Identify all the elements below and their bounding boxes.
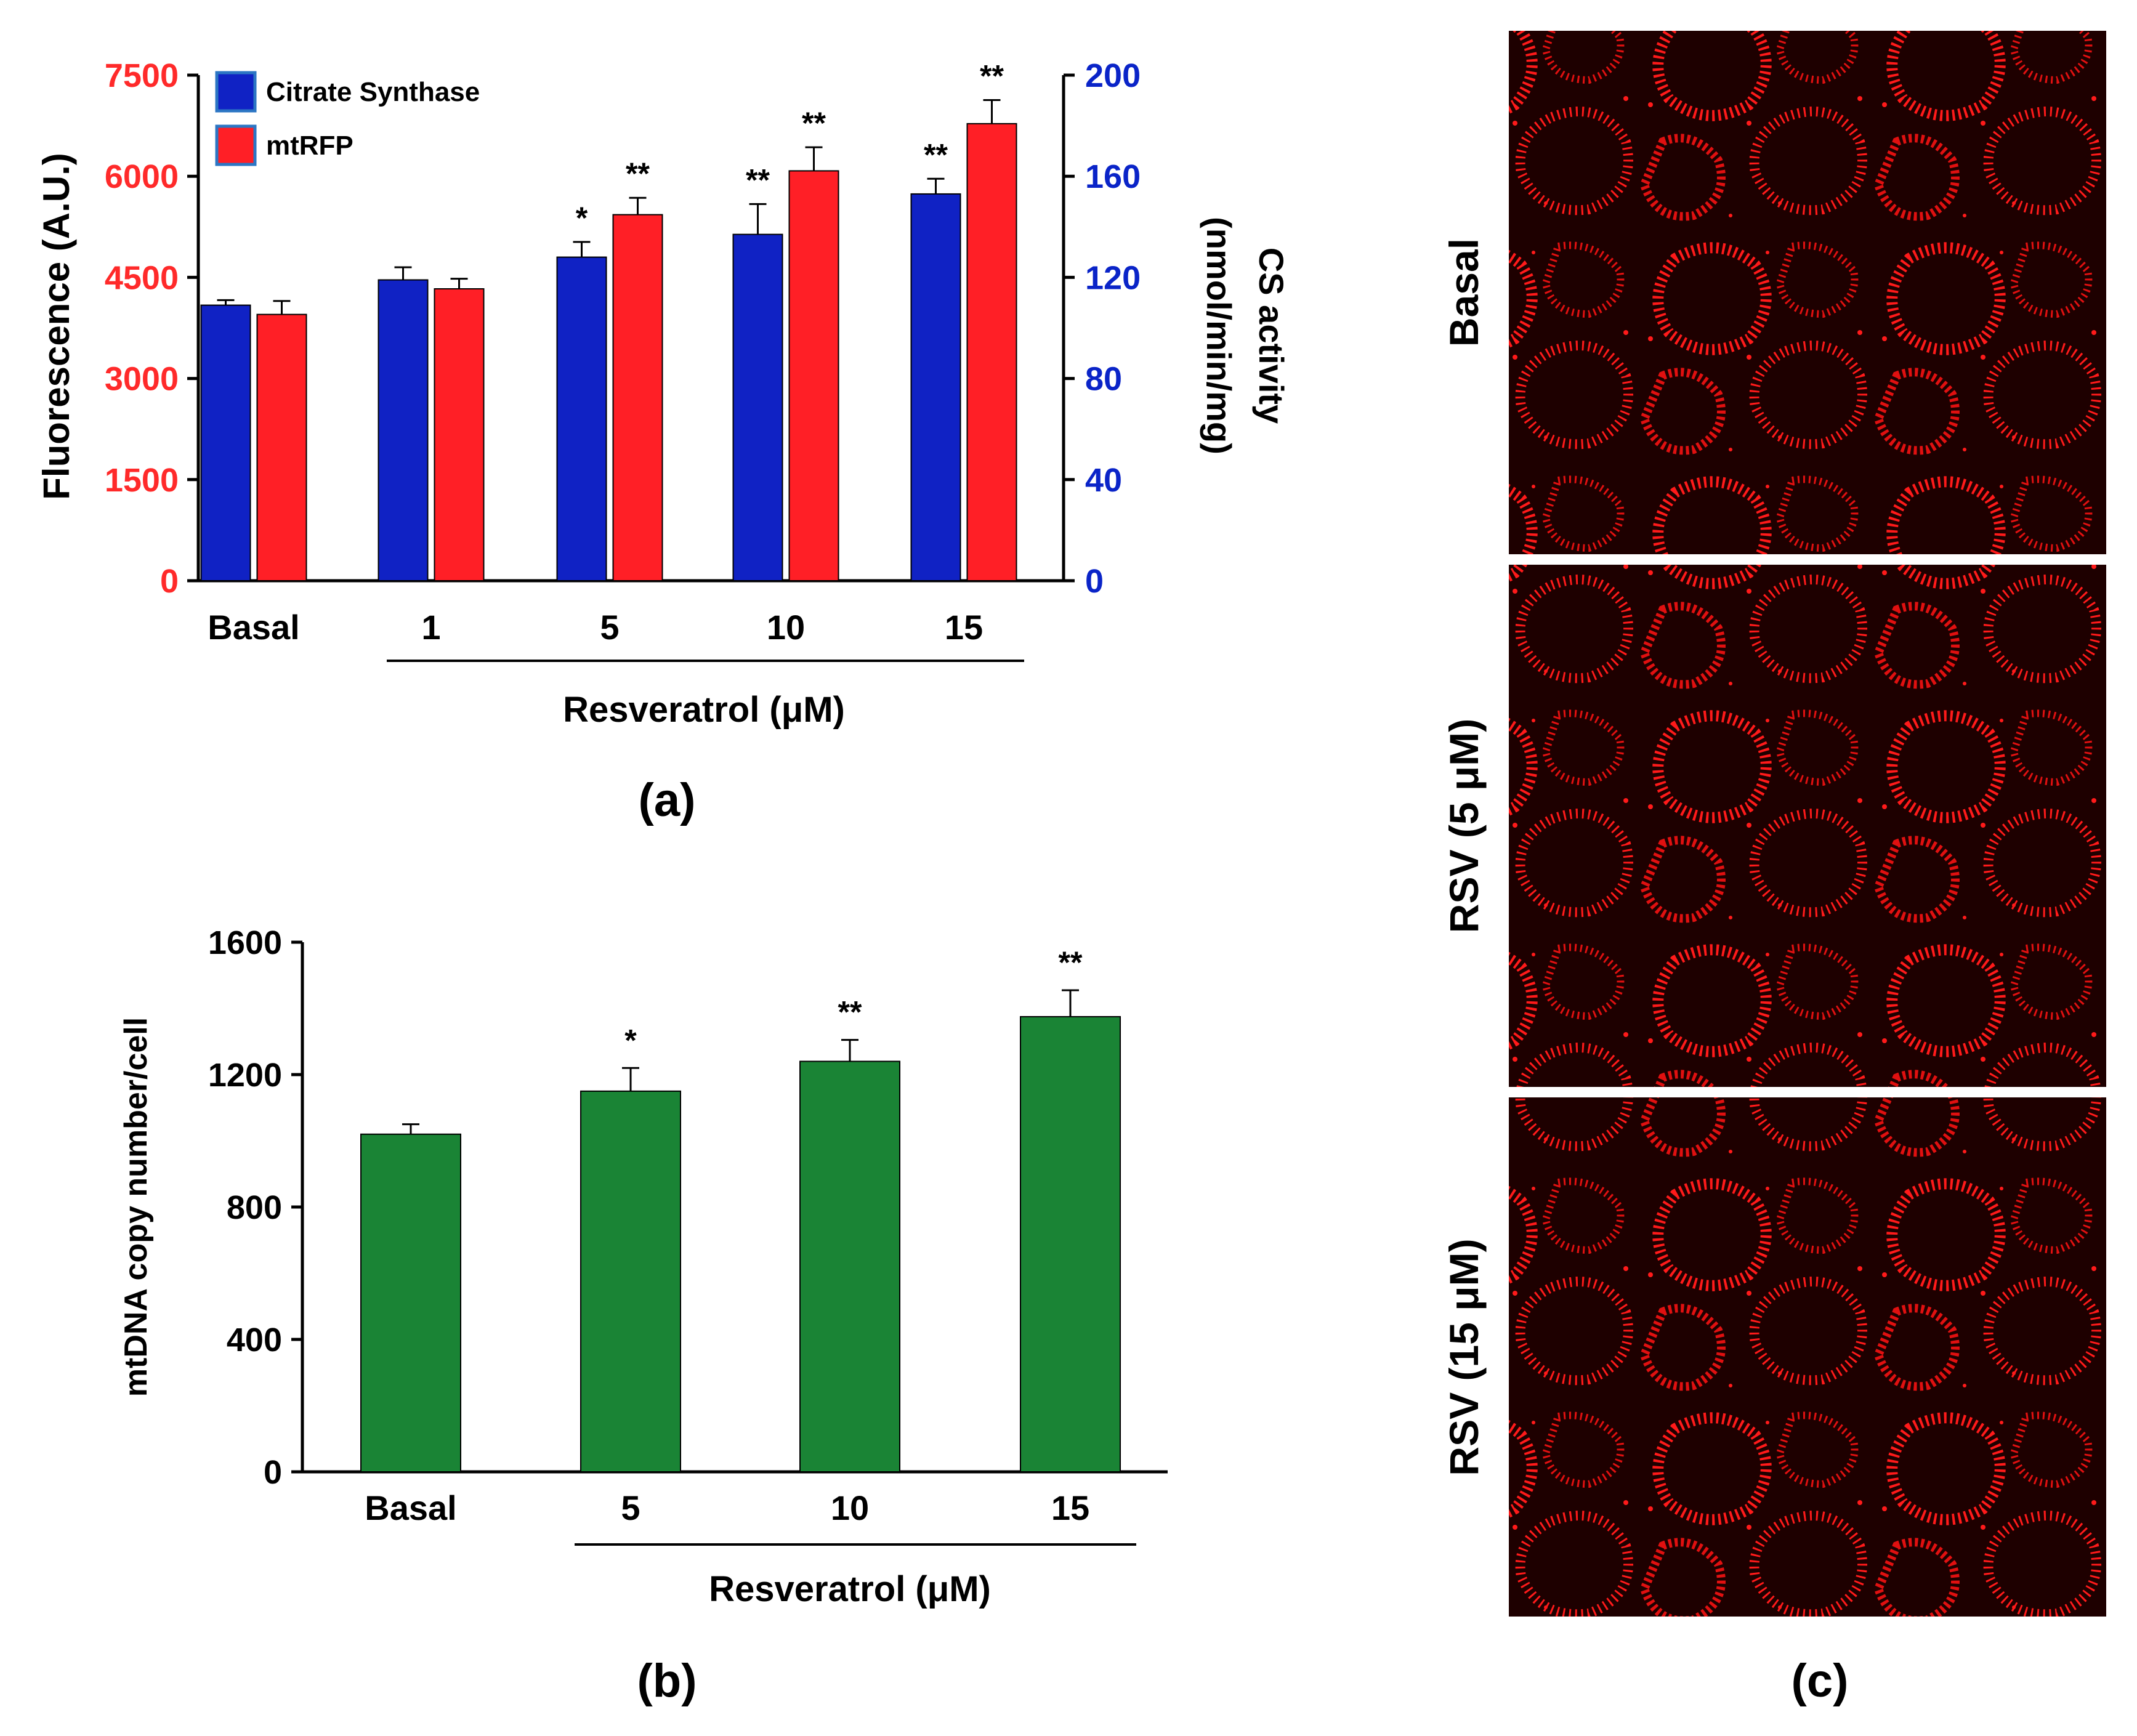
x-tick-label-b: Basal — [365, 1488, 456, 1527]
bar-mtdna — [799, 1060, 900, 1472]
micrograph-basal — [1509, 31, 2106, 554]
micrograph-label-basal: Basal — [1441, 238, 1487, 347]
right-y-tick-label: 80 — [1085, 361, 1122, 398]
left-y-tick-label: 0 — [160, 563, 179, 600]
micrograph-rsv-5 — [1509, 565, 2106, 1087]
bar-citrate-synthase — [378, 279, 429, 581]
x-tick-label-a: 15 — [945, 608, 983, 647]
significance-citrate-synthase: ** — [924, 137, 948, 172]
micrograph-label-rsv-5: RSV (5 μM) — [1441, 719, 1487, 933]
significance-mtdna: * — [624, 1023, 637, 1057]
panel-b-caption: (b) — [637, 1655, 697, 1707]
panel-b-x-tick-labels: Basal 5 10 15 — [365, 1488, 1089, 1527]
significance-mtrfp: ** — [626, 156, 650, 191]
bar-mtrfp — [612, 214, 663, 581]
x-tick-label-a: Basal — [208, 608, 299, 647]
bar-mtdna — [360, 1133, 461, 1472]
legend-label-mtrfp: mtRFP — [266, 131, 353, 161]
y-tick-label-b: 0 — [264, 1454, 282, 1491]
panel-a-bars: *** ******** — [200, 59, 1017, 582]
bar-mtrfp — [788, 170, 839, 581]
panel-c-micrographs: Basal RSV (5 μM) RSV (15 μM) (c) — [1441, 31, 2106, 1707]
x-tick-label-b: 10 — [831, 1488, 869, 1527]
right-y-tick-label: 120 — [1085, 259, 1141, 296]
panel-a-x-tick-labels: Basal 1 5 10 15 — [208, 608, 983, 647]
bar-mtrfp — [434, 288, 485, 581]
x-tick-label-b: 5 — [621, 1488, 640, 1527]
micrograph-label-rsv-15: RSV (15 μM) — [1441, 1238, 1487, 1476]
right-y-tick-label: 0 — [1085, 563, 1104, 600]
left-y-tick-label: 3000 — [105, 361, 179, 398]
right-y-tick-label: 160 — [1085, 158, 1141, 195]
y-tick-label-b: 400 — [227, 1322, 282, 1359]
micrograph-rsv-15 — [1509, 1097, 2106, 1617]
y-axis-ticks-b: 0 400 800 1200 1600 — [208, 924, 302, 1491]
bar-citrate-synthase — [732, 233, 783, 581]
bar-mtrfp — [966, 123, 1017, 582]
bar-mtrfp — [256, 313, 307, 581]
panel-a-caption: (a) — [639, 774, 696, 826]
y-tick-label-b: 1600 — [208, 924, 282, 961]
y-axis-title-b: mtDNA copy number/cell — [118, 1017, 154, 1397]
x-group-label-a: Resveratrol (μM) — [563, 690, 845, 730]
x-tick-label-b: 15 — [1051, 1488, 1089, 1527]
x-tick-label-a: 5 — [600, 608, 619, 647]
legend-label-citrate-synthase: Citrate Synthase — [266, 77, 480, 107]
legend-swatch-mtrfp — [215, 124, 257, 166]
significance-mtdna: ** — [838, 995, 862, 1030]
left-y-tick-label: 4500 — [105, 259, 179, 296]
significance-mtdna: ** — [1059, 945, 1083, 980]
left-y-axis-title: Fluorescence (A.U.) — [36, 153, 77, 499]
significance-mtrfp: ** — [802, 106, 826, 140]
right-y-axis-title-line2: (nmol/min/mg) — [1200, 217, 1238, 454]
legend: Citrate Synthase mtRFP — [215, 71, 480, 166]
bar-citrate-synthase — [200, 304, 251, 581]
bar-citrate-synthase — [910, 193, 961, 581]
bar-citrate-synthase — [556, 256, 607, 581]
significance-mtrfp: ** — [980, 59, 1004, 94]
significance-citrate-synthase: ** — [746, 163, 770, 197]
left-y-tick-label: 1500 — [105, 462, 179, 499]
significance-citrate-synthase: * — [576, 201, 588, 235]
bar-mtdna — [1020, 1015, 1121, 1472]
bar-mtdna — [580, 1090, 681, 1472]
panel-b-bars: ***** — [360, 945, 1121, 1472]
right-y-tick-label: 200 — [1085, 57, 1141, 94]
x-tick-label-a: 10 — [767, 608, 805, 647]
left-y-tick-label: 6000 — [105, 158, 179, 195]
left-y-tick-label: 7500 — [105, 57, 179, 94]
legend-swatch-citrate-synthase — [215, 71, 257, 113]
y-tick-label-b: 800 — [227, 1189, 282, 1226]
left-y-axis-ticks: 0 1500 3000 4500 6000 7500 — [105, 57, 198, 600]
x-tick-label-a: 1 — [421, 608, 440, 647]
right-y-axis-ticks: 0 40 80 120 160 200 — [1064, 57, 1141, 600]
right-y-tick-label: 40 — [1085, 462, 1122, 499]
x-group-label-b: Resveratrol (μM) — [709, 1569, 991, 1609]
panel-c-caption: (c) — [1792, 1655, 1849, 1707]
right-y-axis-title-line1: CS activity — [1252, 248, 1291, 424]
y-tick-label-b: 1200 — [208, 1057, 282, 1094]
